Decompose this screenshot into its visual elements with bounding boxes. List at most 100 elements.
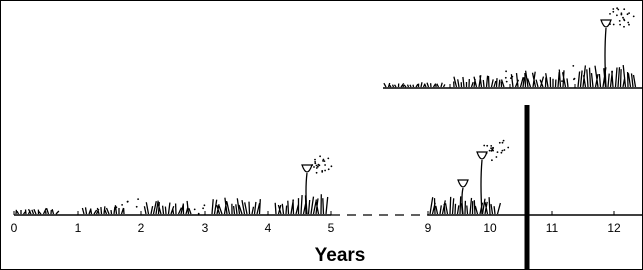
grass-clump [454, 75, 504, 87]
flower-stalk [481, 160, 482, 214]
seed-dot [609, 13, 611, 15]
grass-clump [384, 82, 445, 87]
grass-clump [16, 208, 59, 214]
seed-dot [505, 77, 507, 79]
seed-dot [612, 11, 614, 13]
seed-dot [317, 166, 319, 168]
tick-label: 4 [265, 221, 272, 235]
seed-dot [127, 201, 129, 203]
seed-dot [502, 142, 504, 144]
seed-dot [502, 150, 504, 152]
seed-dot [318, 164, 320, 166]
seed-dot [313, 166, 315, 168]
tick-label: 3 [202, 221, 209, 235]
seed-dot [121, 204, 123, 206]
seed-dot [324, 164, 326, 166]
seed-dot [492, 147, 494, 149]
seed-dot [489, 150, 491, 152]
seed-dot [510, 77, 512, 79]
seed-dot [619, 20, 621, 22]
tick-label: 12 [607, 221, 621, 235]
seed-dot [316, 165, 318, 167]
seed-dot [572, 65, 574, 67]
seed-dot [486, 145, 488, 147]
seed-dot [331, 165, 333, 167]
seed-dot [499, 142, 501, 144]
seed-dot [628, 24, 630, 26]
seed-dot [311, 164, 313, 166]
seed-dot [204, 204, 206, 206]
tick-label: 9 [425, 221, 432, 235]
seed-dot [628, 12, 630, 14]
seed-dot [627, 22, 629, 24]
seed-dot [322, 160, 324, 162]
tick-label: 5 [328, 221, 335, 235]
seed-dot [623, 26, 625, 28]
tick-label: 2 [138, 221, 145, 235]
flower-stalk [462, 188, 463, 214]
grass-clump [578, 65, 636, 87]
seed-dot [327, 158, 329, 160]
seed-dot [609, 23, 611, 25]
seed-dot [198, 213, 200, 215]
seed-dot [490, 145, 492, 147]
seed-dot [558, 78, 560, 80]
seed-dot [328, 168, 330, 170]
seed-dot [497, 151, 499, 153]
seed-dot [617, 9, 619, 11]
grass-clump [212, 198, 260, 214]
seed-dot [491, 159, 493, 161]
seed-dot [483, 145, 485, 147]
seed-dot [511, 76, 513, 78]
flower-stalk [306, 173, 307, 214]
grass-clump [82, 205, 124, 214]
tick-label: 1 [75, 221, 82, 235]
flower-capsule [477, 152, 487, 159]
seed-dot [507, 147, 509, 149]
plant-sketches [16, 7, 636, 214]
seed-dot [321, 170, 323, 172]
tick-label: 10 [483, 221, 497, 235]
seed-dot [503, 140, 505, 142]
seed-dot [501, 152, 503, 154]
seed-dot [612, 8, 614, 10]
seed-dot [194, 209, 196, 211]
seed-dot [574, 78, 576, 80]
seed-dot [619, 24, 621, 26]
seed-dot [622, 17, 624, 19]
seed-dot [624, 20, 626, 22]
flower-capsule [458, 180, 468, 187]
plant-growth-diagram: Years 0123459101112 [0, 0, 643, 270]
figure: Years 0123459101112 [0, 0, 643, 270]
seed-dot [633, 16, 635, 18]
tick-label: 0 [11, 221, 18, 235]
seed-dot [616, 14, 618, 16]
seed-dot [621, 14, 623, 16]
seed-dot [116, 206, 118, 208]
seed-dot [490, 147, 492, 149]
seed-dot [202, 207, 204, 209]
seed-dot [627, 13, 629, 15]
grass-clump [275, 194, 328, 214]
seed-dot [314, 161, 316, 163]
seed-dot [137, 198, 139, 200]
grass-clump [144, 201, 191, 214]
seed-dot [314, 159, 316, 161]
seed-dot [613, 24, 615, 26]
seed-dot [136, 206, 138, 208]
seed-dot [561, 80, 563, 82]
seed-dot [505, 70, 507, 72]
seed-dot [486, 153, 488, 155]
seed-dot [492, 150, 494, 152]
flower-stalk [605, 28, 606, 87]
seed-dot [316, 172, 318, 174]
seed-dot [504, 149, 506, 151]
axis-title: Years [315, 245, 366, 266]
seed-dot [506, 81, 508, 83]
seed-dot [324, 170, 326, 172]
seed-dot [623, 8, 625, 10]
flower-capsule [302, 165, 312, 172]
seed-dot [319, 155, 321, 157]
seed-dot [496, 156, 498, 158]
tick-label: 11 [546, 221, 559, 235]
